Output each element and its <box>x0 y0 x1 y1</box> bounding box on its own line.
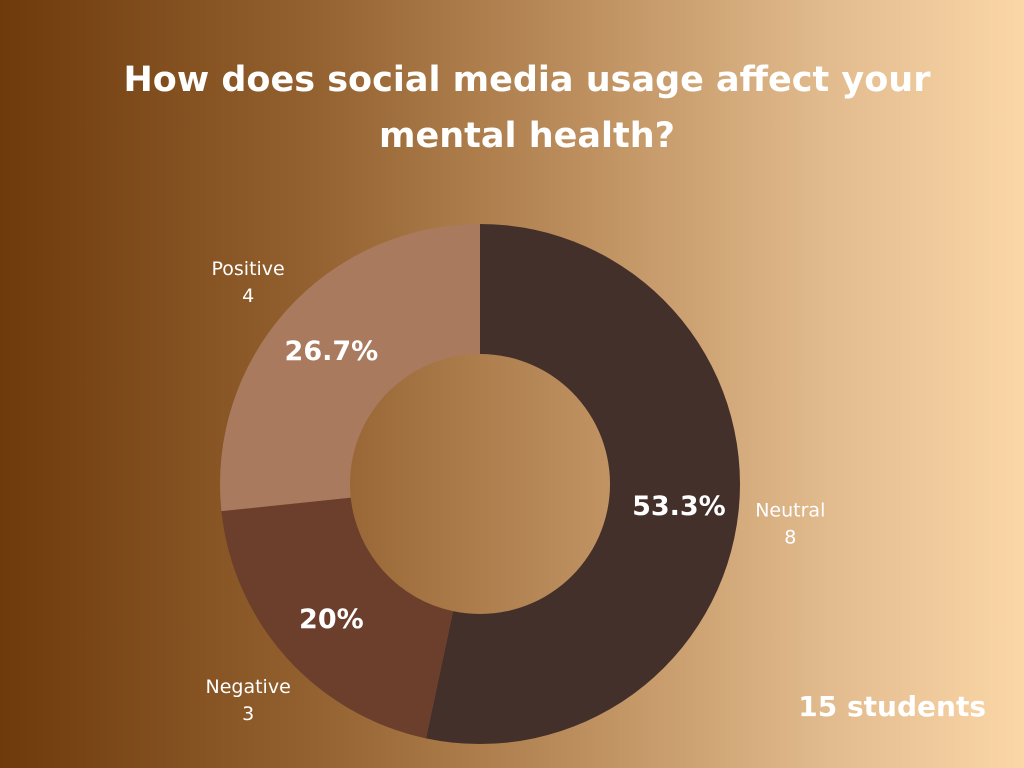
slice-negative <box>221 497 453 739</box>
percent-label-positive: 26.7% <box>285 336 379 367</box>
slice-positive <box>220 224 480 512</box>
category-label-positive: Positive <box>212 258 285 280</box>
respondent-count: 15 students <box>798 690 986 723</box>
percent-label-negative: 20% <box>299 604 364 635</box>
category-label-neutral: Neutral <box>755 500 825 522</box>
percent-label-neutral: 53.3% <box>632 491 726 522</box>
count-label-neutral: 8 <box>784 527 796 549</box>
count-label-positive: 4 <box>242 285 254 307</box>
chart-title: How does social media usage affect your … <box>123 60 931 156</box>
category-label-negative: Negative <box>205 676 290 698</box>
count-label-negative: 3 <box>242 703 254 725</box>
slice-neutral <box>425 224 741 744</box>
